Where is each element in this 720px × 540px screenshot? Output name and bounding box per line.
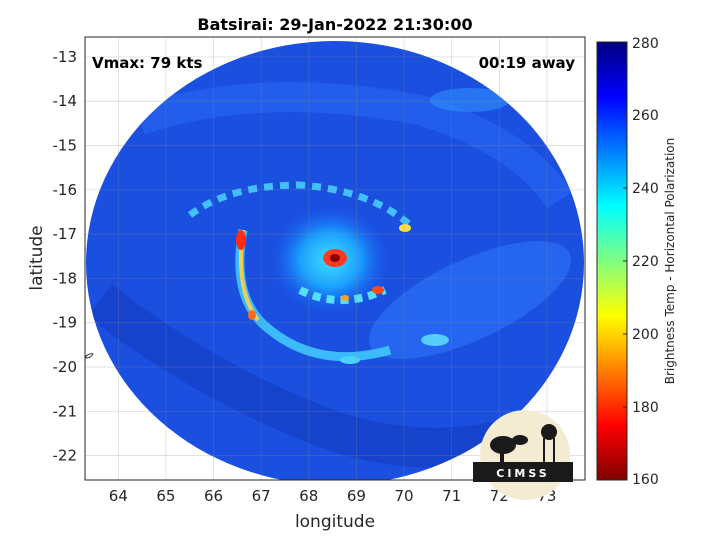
colorbar-tick-label: 180 (632, 400, 659, 416)
chart-title: Batsirai: 29-Jan-2022 21:30:00 (197, 15, 472, 34)
y-tick-label: -16 (53, 181, 78, 199)
y-axis-label: latitude (27, 225, 47, 290)
colorbar-tick-label: 200 (632, 327, 659, 343)
grid (85, 37, 585, 480)
colorbar-tick-label: 240 (632, 181, 659, 197)
y-tick-label: -22 (53, 447, 78, 465)
y-tick-label: -17 (53, 225, 78, 243)
x-tick-label: 68 (299, 487, 318, 505)
x-tick-label: 67 (252, 487, 271, 505)
svg-text:CIMSS: CIMSS (496, 467, 549, 480)
time-offset-annotation: 00:19 away (479, 54, 576, 72)
x-tick-label: 64 (109, 487, 128, 505)
colorbar-ticks: 280 260 240 220 200 180 160 (623, 36, 659, 488)
colorbar-tick-label: 220 (632, 254, 659, 270)
colorbar-tick-label: 260 (632, 108, 659, 124)
colorbar-tick-label: 280 (632, 36, 659, 52)
y-tick-label: -19 (53, 314, 78, 332)
x-tick-label: 65 (156, 487, 175, 505)
y-tick-label: -13 (53, 48, 78, 66)
y-tick-label: -14 (53, 92, 78, 110)
axes-frame (84, 36, 586, 481)
x-axis-label: longitude (295, 512, 375, 532)
y-tick-label: -21 (53, 402, 78, 420)
y-tick-label: -15 (53, 137, 78, 155)
x-tick-label: 66 (204, 487, 223, 505)
colorbar-tick-label: 160 (632, 472, 659, 488)
x-tick-label: 71 (442, 487, 461, 505)
y-tick-label: -18 (53, 269, 78, 287)
colorbar-label: Brightness Temp - Horizontal Polarizatio… (663, 138, 677, 385)
vmax-annotation: Vmax: 79 kts (92, 54, 202, 72)
cimss-logo: CIMSS (473, 410, 573, 500)
colorbar (596, 41, 628, 481)
x-tick-labels: 64 65 66 67 68 69 70 71 72 73 (109, 487, 557, 505)
x-tick-label: 70 (395, 487, 414, 505)
y-tick-label: -20 (53, 358, 78, 376)
x-tick-label: 69 (347, 487, 366, 505)
island-outline (85, 353, 94, 359)
swath-image (86, 41, 584, 480)
y-tick-labels: -13 -14 -15 -16 -17 -18 -19 -20 -21 -22 (53, 48, 78, 465)
